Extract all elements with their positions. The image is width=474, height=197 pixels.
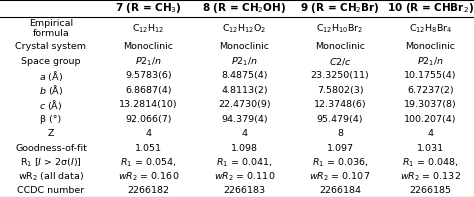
Text: 10.1755(4): 10.1755(4): [404, 72, 456, 80]
Text: 10 (R = CHBr$_2$): 10 (R = CHBr$_2$): [387, 2, 474, 16]
Text: 1.098: 1.098: [231, 144, 258, 153]
Text: $R_1$ = 0.041,: $R_1$ = 0.041,: [216, 156, 273, 169]
Text: wR$_2$ (all data): wR$_2$ (all data): [18, 171, 84, 183]
Text: 8 (R = CH$_2$OH): 8 (R = CH$_2$OH): [202, 2, 286, 16]
Text: $wR_2$ = 0.160: $wR_2$ = 0.160: [118, 171, 179, 183]
Text: 9 (R = CH$_2$Br): 9 (R = CH$_2$Br): [300, 2, 380, 16]
Text: Goodness-of-fit: Goodness-of-fit: [15, 144, 87, 153]
Text: 4: 4: [241, 129, 247, 138]
Text: 2266183: 2266183: [223, 186, 265, 195]
Text: 8.4875(4): 8.4875(4): [221, 72, 268, 80]
Text: C$_{12}$H$_8$Br$_4$: C$_{12}$H$_8$Br$_4$: [409, 22, 452, 35]
Text: β (°): β (°): [40, 115, 62, 124]
Text: Monoclinic: Monoclinic: [315, 43, 365, 51]
Text: 92.066(7): 92.066(7): [125, 115, 172, 124]
Text: 6.7237(2): 6.7237(2): [407, 86, 454, 95]
Text: C$_{12}$H$_{12}$: C$_{12}$H$_{12}$: [132, 22, 165, 35]
Text: 100.207(4): 100.207(4): [404, 115, 456, 124]
Text: 1.051: 1.051: [135, 144, 162, 153]
Text: 94.379(4): 94.379(4): [221, 115, 268, 124]
Text: 7.5802(3): 7.5802(3): [317, 86, 364, 95]
Text: Monoclinic: Monoclinic: [405, 43, 456, 51]
Text: Crystal system: Crystal system: [16, 43, 86, 51]
Text: $R_1$ = 0.054,: $R_1$ = 0.054,: [120, 156, 177, 169]
Text: 2266184: 2266184: [319, 186, 361, 195]
Text: $C2/c$: $C2/c$: [328, 56, 352, 67]
Text: $b$ (Å): $b$ (Å): [39, 83, 63, 97]
Text: 95.479(4): 95.479(4): [317, 115, 364, 124]
Text: 7 (R = CH$_3$): 7 (R = CH$_3$): [115, 2, 182, 16]
Text: $wR_2$ = 0.107: $wR_2$ = 0.107: [310, 171, 371, 183]
Text: CCDC number: CCDC number: [18, 186, 84, 195]
Text: 13.2814(10): 13.2814(10): [119, 100, 178, 109]
Text: $R_1$ = 0.036,: $R_1$ = 0.036,: [312, 156, 368, 169]
Text: 22.4730(9): 22.4730(9): [218, 100, 271, 109]
Text: 2266182: 2266182: [128, 186, 170, 195]
Text: Monoclinic: Monoclinic: [219, 43, 269, 51]
Text: 4: 4: [428, 129, 433, 138]
Text: Space group: Space group: [21, 57, 81, 66]
Text: 23.3250(11): 23.3250(11): [311, 72, 369, 80]
Text: $wR_2$ = 0.132: $wR_2$ = 0.132: [400, 171, 461, 183]
Text: 4: 4: [146, 129, 152, 138]
Text: 19.3037(8): 19.3037(8): [404, 100, 457, 109]
Text: Monoclinic: Monoclinic: [124, 43, 173, 51]
Text: $P2_1/n$: $P2_1/n$: [417, 55, 444, 68]
Text: $c$ (Å): $c$ (Å): [39, 98, 63, 112]
Text: 1.031: 1.031: [417, 144, 444, 153]
Text: 4.8113(2): 4.8113(2): [221, 86, 268, 95]
Text: Empirical
formula: Empirical formula: [29, 19, 73, 38]
Text: 8: 8: [337, 129, 343, 138]
Text: 1.097: 1.097: [327, 144, 354, 153]
Text: C$_{12}$H$_{12}$O$_2$: C$_{12}$H$_{12}$O$_2$: [222, 22, 266, 35]
Text: $P2_1/n$: $P2_1/n$: [231, 55, 258, 68]
Text: 9.5783(6): 9.5783(6): [125, 72, 172, 80]
Text: 2266185: 2266185: [410, 186, 451, 195]
Text: $R_1$ = 0.048,: $R_1$ = 0.048,: [402, 156, 458, 169]
Text: 12.3748(6): 12.3748(6): [314, 100, 366, 109]
Text: $a$ (Å): $a$ (Å): [39, 69, 63, 83]
Text: C$_{12}$H$_{10}$Br$_2$: C$_{12}$H$_{10}$Br$_2$: [316, 22, 364, 35]
Text: $wR_2$ = 0.110: $wR_2$ = 0.110: [214, 171, 275, 183]
Text: 6.8687(4): 6.8687(4): [125, 86, 172, 95]
Text: Z: Z: [48, 129, 54, 138]
Text: $P2_1/n$: $P2_1/n$: [135, 55, 162, 68]
Text: R$_1$ [$I$ > 2σ($I$)]: R$_1$ [$I$ > 2σ($I$)]: [20, 156, 82, 169]
